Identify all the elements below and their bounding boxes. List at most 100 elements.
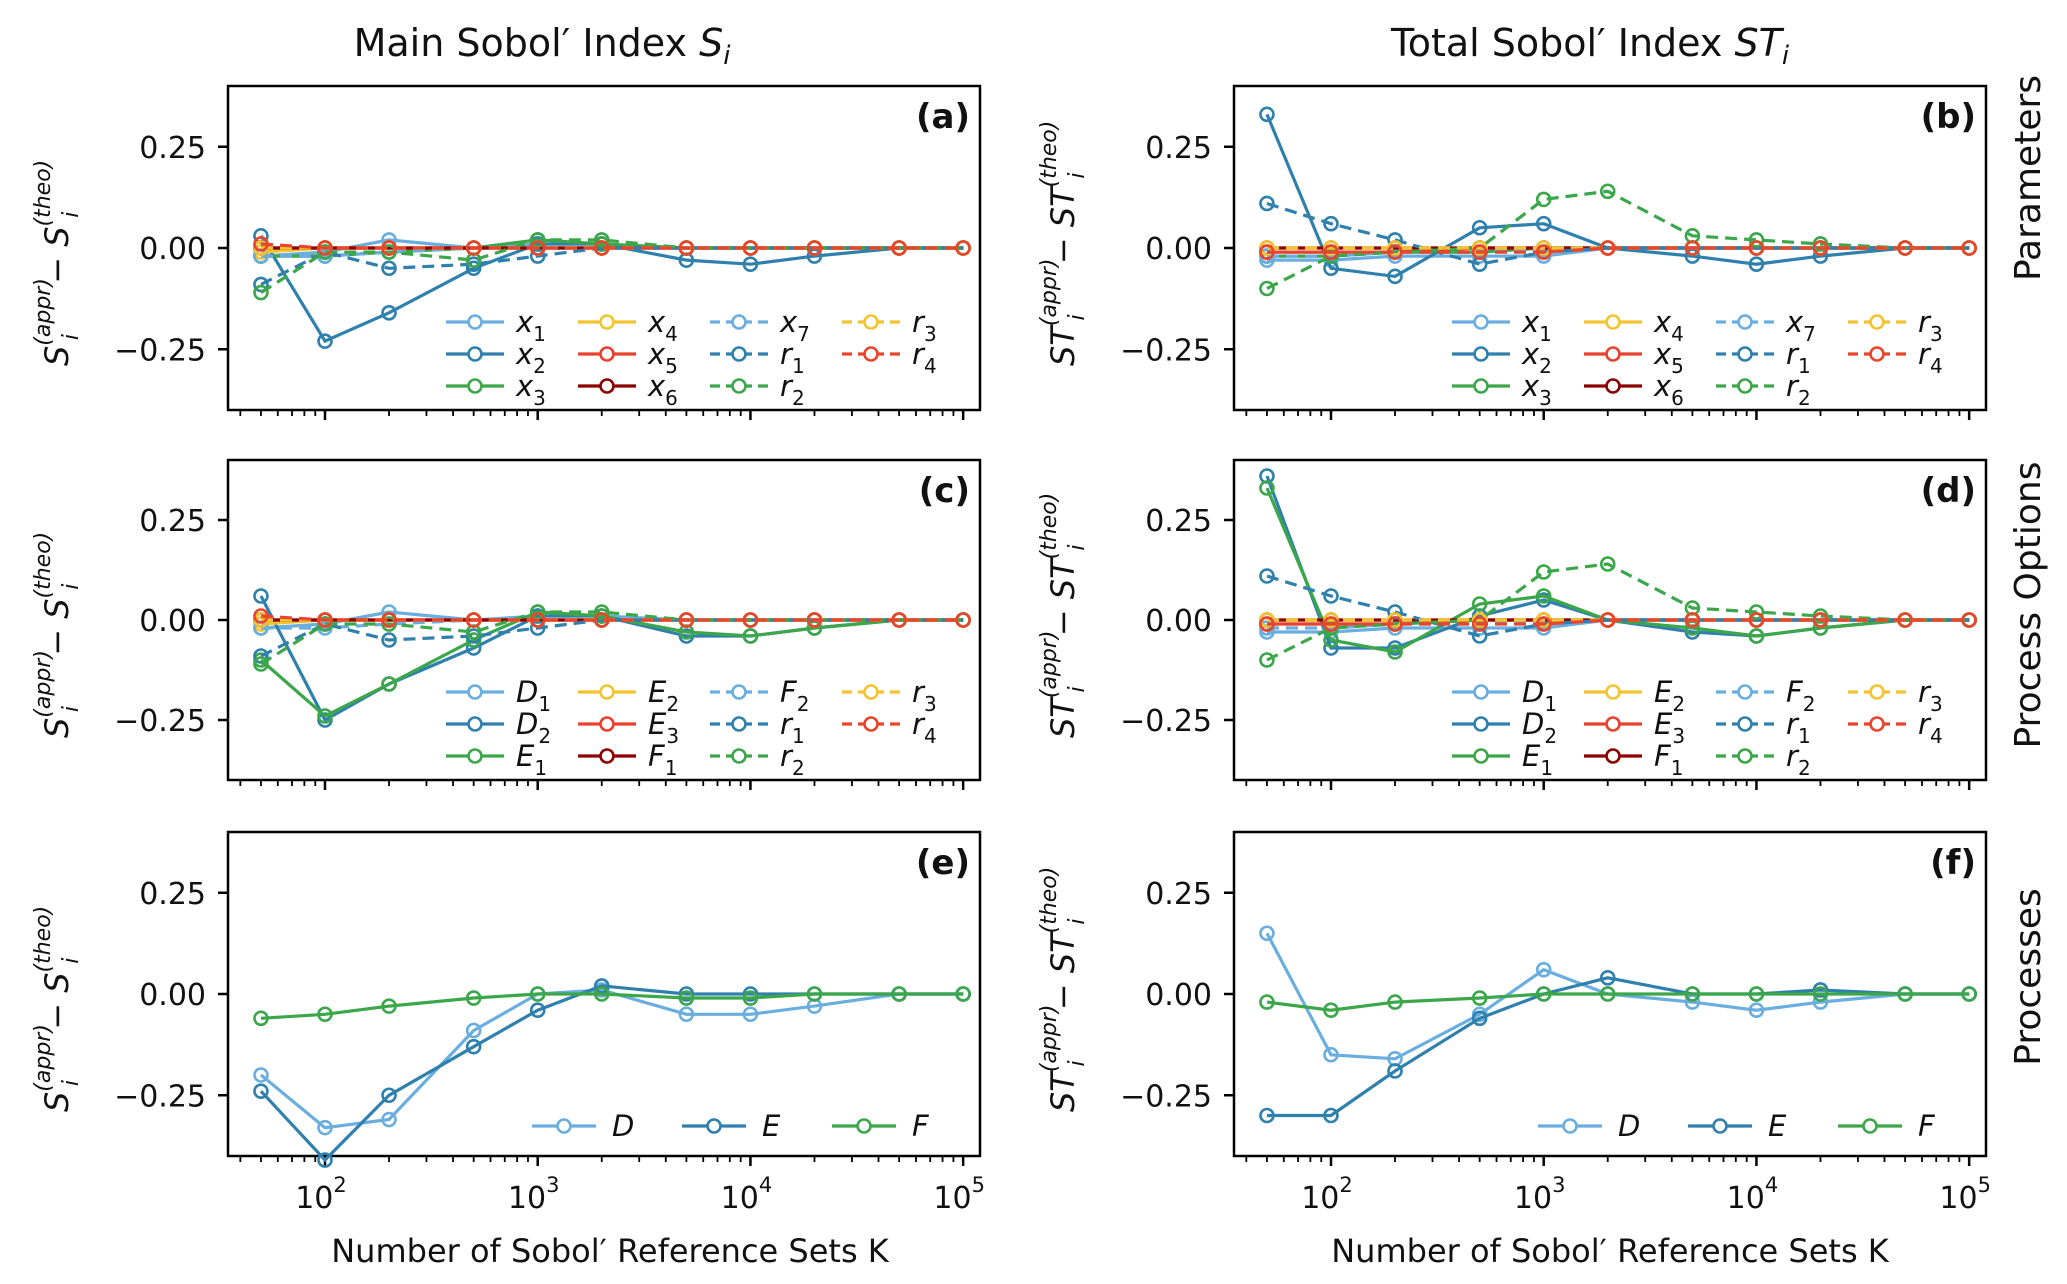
legend-entry-r4: r4 — [842, 707, 937, 748]
data-point — [678, 1006, 695, 1023]
legend-entry-x3: x3 — [446, 369, 546, 410]
data-point — [381, 1111, 397, 1128]
data-point — [806, 612, 823, 628]
legend-marker — [1473, 684, 1489, 700]
data-point — [593, 986, 610, 1002]
legend-label: x4 — [647, 305, 678, 346]
series-line — [260, 242, 964, 250]
x-tick-label: 105 — [1939, 1173, 1991, 1216]
legend-label: E1 — [516, 739, 547, 780]
data-point — [1748, 240, 1765, 256]
y-tick-label: 0.00 — [1145, 978, 1212, 1013]
data-point — [1259, 280, 1275, 297]
panel-c: −0.250.000.25S(appr) i − S(theo) i(c)D1D2E… — [31, 458, 982, 790]
data-point — [1684, 986, 1701, 1002]
data-point — [1323, 244, 1339, 260]
data-point — [678, 990, 695, 1006]
legend-marker — [467, 314, 483, 330]
legend-entry-F1: F1 — [578, 739, 677, 780]
series-r2 — [1259, 556, 1977, 668]
y-tick-label: 0.25 — [139, 504, 206, 539]
y-tick-label: 0.25 — [1145, 504, 1212, 539]
data-point — [1323, 1046, 1339, 1063]
legend-marker — [1869, 684, 1885, 700]
legend-entry-r4: r4 — [1848, 707, 1943, 748]
legend-marker — [1473, 314, 1489, 330]
y-tick-label: −0.25 — [114, 1079, 206, 1114]
data-point — [1535, 564, 1552, 580]
series-F — [1259, 986, 1977, 1019]
series-line — [259, 595, 964, 723]
legend-label: r4 — [912, 337, 937, 378]
data-point — [1259, 195, 1275, 212]
legend-label: E3 — [1654, 707, 1685, 748]
data-point — [381, 1087, 397, 1104]
legend-label: x3 — [1521, 369, 1552, 410]
data-point — [1387, 244, 1403, 260]
legend-marker — [1737, 748, 1753, 764]
data-point — [465, 990, 482, 1006]
legend-label: D1 — [1522, 675, 1557, 716]
legend-marker — [599, 346, 615, 362]
series-r1 — [1259, 568, 1977, 644]
legend-entry-x5: x5 — [1584, 337, 1684, 378]
y-axis-label: S(appr) i − S(theo) i — [31, 160, 84, 366]
legend-marker — [1605, 346, 1621, 362]
legend-entry-D1: D1 — [446, 675, 551, 716]
y-tick-label: 0.00 — [139, 978, 206, 1013]
data-point — [1748, 256, 1765, 273]
legend-marker — [1562, 1118, 1578, 1134]
legend-label: E — [1768, 1109, 1787, 1143]
legend-entry-r3: r3 — [842, 305, 937, 346]
row-label-processes: Processes — [2008, 888, 2049, 1065]
column-title-main-prefix: Main Sobol′ Index — [354, 21, 700, 65]
data-point — [1259, 480, 1275, 496]
data-point — [891, 986, 907, 1002]
legend-entry-r2: r2 — [1716, 739, 1811, 780]
series-line — [1266, 992, 1970, 1012]
column-title-main: Main Sobol′ Index Si — [354, 21, 732, 71]
y-axis-label: S(appr) i − S(theo) i — [31, 906, 84, 1112]
data-point — [806, 240, 823, 256]
data-point — [678, 240, 695, 256]
legend-marker — [1605, 748, 1621, 764]
panel-letter: (b) — [1921, 97, 1976, 137]
legend-entry-r2: r2 — [710, 739, 805, 780]
column-title-total: Total Sobol′ Index STi — [1390, 21, 1790, 71]
legend-entry-E: E — [682, 1109, 781, 1143]
legend-marker — [599, 716, 615, 732]
legend-entry-x4: x4 — [578, 305, 678, 346]
legend-label: E1 — [1522, 739, 1553, 780]
legend-label: x7 — [1785, 305, 1816, 346]
legend-entry-r4: r4 — [842, 337, 937, 378]
data-point — [955, 240, 971, 256]
legend-marker — [731, 314, 747, 330]
data-point — [1387, 268, 1403, 285]
data-point — [1387, 616, 1403, 632]
data-point — [1471, 596, 1488, 612]
y-axis-label: ST(appr) i − ST(theo) i — [1037, 493, 1090, 738]
y-tick-label: 0.25 — [139, 131, 206, 166]
data-point — [593, 240, 610, 256]
legend-label: r2 — [780, 739, 805, 780]
legend-label: x5 — [647, 337, 678, 378]
data-point — [1535, 986, 1552, 1002]
data-point — [1259, 652, 1275, 668]
series-r2 — [1259, 183, 1977, 297]
legend-marker — [863, 684, 879, 700]
data-point — [891, 612, 907, 628]
legend-marker — [1862, 1118, 1878, 1134]
data-point — [529, 986, 546, 1002]
legend-label: r3 — [912, 305, 937, 346]
legend-marker — [599, 748, 615, 764]
legend-label: r2 — [1786, 369, 1811, 410]
data-point — [742, 256, 759, 273]
x-tick-label: 103 — [1514, 1173, 1566, 1216]
legend-marker — [599, 314, 615, 330]
legend-entry-r3: r3 — [1848, 675, 1943, 716]
data-point — [955, 612, 971, 628]
legend-entry-r1: r1 — [710, 337, 805, 378]
y-tick-label: 0.25 — [139, 877, 206, 912]
legend-marker — [863, 314, 879, 330]
data-point — [1599, 240, 1616, 256]
